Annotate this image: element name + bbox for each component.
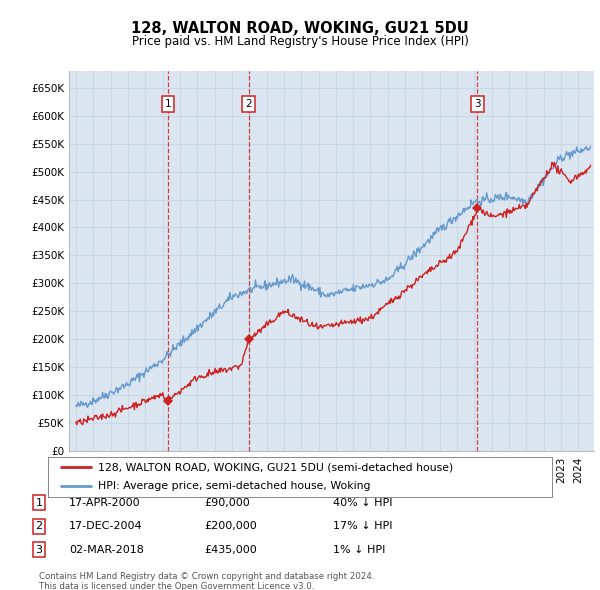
- Text: 17% ↓ HPI: 17% ↓ HPI: [333, 522, 392, 531]
- Text: This data is licensed under the Open Government Licence v3.0.: This data is licensed under the Open Gov…: [39, 582, 314, 590]
- Text: £200,000: £200,000: [204, 522, 257, 531]
- Text: 2: 2: [245, 99, 252, 109]
- Text: 128, WALTON ROAD, WOKING, GU21 5DU (semi-detached house): 128, WALTON ROAD, WOKING, GU21 5DU (semi…: [98, 463, 454, 473]
- Text: 1% ↓ HPI: 1% ↓ HPI: [333, 545, 385, 555]
- Text: HPI: Average price, semi-detached house, Woking: HPI: Average price, semi-detached house,…: [98, 481, 371, 491]
- Text: 40% ↓ HPI: 40% ↓ HPI: [333, 498, 392, 507]
- Text: 17-DEC-2004: 17-DEC-2004: [69, 522, 143, 531]
- Text: 2: 2: [35, 522, 43, 531]
- Text: 3: 3: [35, 545, 43, 555]
- Text: 17-APR-2000: 17-APR-2000: [69, 498, 140, 507]
- Text: Price paid vs. HM Land Registry's House Price Index (HPI): Price paid vs. HM Land Registry's House …: [131, 35, 469, 48]
- Text: Contains HM Land Registry data © Crown copyright and database right 2024.: Contains HM Land Registry data © Crown c…: [39, 572, 374, 581]
- Text: 02-MAR-2018: 02-MAR-2018: [69, 545, 144, 555]
- Text: £90,000: £90,000: [204, 498, 250, 507]
- Text: 1: 1: [164, 99, 171, 109]
- Text: £435,000: £435,000: [204, 545, 257, 555]
- Text: 3: 3: [474, 99, 481, 109]
- Text: 128, WALTON ROAD, WOKING, GU21 5DU: 128, WALTON ROAD, WOKING, GU21 5DU: [131, 21, 469, 35]
- Text: 1: 1: [35, 498, 43, 507]
